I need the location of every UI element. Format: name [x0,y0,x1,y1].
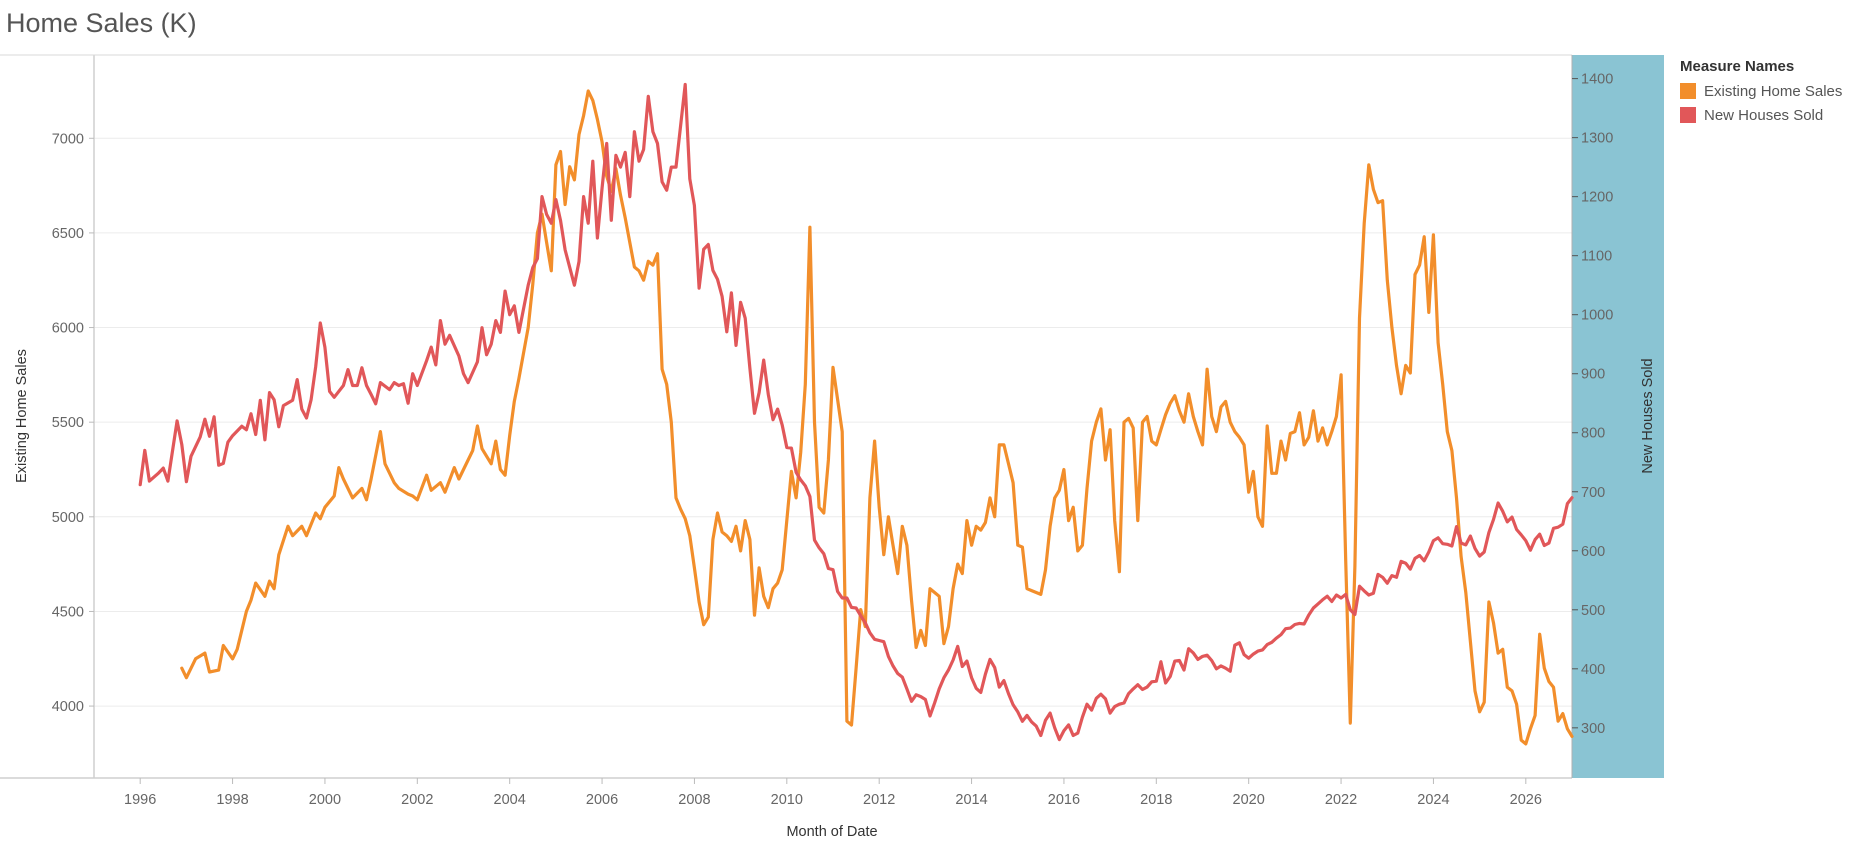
y-axis-left-ticks: 4000 4500 5000 5500 6000 6500 7000 [52,131,94,715]
y-right-tick-label: 1300 [1581,131,1613,147]
y-right-tick-label: 1000 [1581,308,1613,324]
x-tick-label: 2012 [863,792,895,808]
chart-title: Home Sales (K) [6,8,197,38]
legend-item-existing-home-sales[interactable]: Existing Home Sales [1680,79,1842,103]
legend-label: New Houses Sold [1704,106,1824,124]
x-tick-label: 2022 [1325,792,1357,808]
y-left-tick-label: 5000 [52,510,84,526]
series-lines [138,82,1574,746]
legend-label: Existing Home Sales [1704,82,1843,100]
x-tick-label: 1996 [124,792,156,808]
x-tick-label: 2026 [1510,792,1542,808]
y-right-tick-label: 800 [1581,426,1605,442]
x-tick-label: 2004 [494,792,526,808]
x-tick-label: 2016 [1048,792,1080,808]
right-axis-band [1572,55,1664,778]
y-left-tick-label: 4000 [52,699,84,715]
y-axis-right-ticks: 300 400 500 600 700 800 900 1000 1100 1200 1300 140… [1572,72,1613,737]
y-left-tick-label: 6500 [52,226,84,242]
y-right-tick-label: 300 [1581,721,1605,737]
series-line-existing-home-sales [180,89,1574,746]
legend-item-new-houses-sold[interactable]: New Houses Sold [1680,103,1842,127]
y-left-tick-label: 5500 [52,415,84,431]
y-right-tick-label: 700 [1581,485,1605,501]
y-right-tick-label: 1100 [1581,249,1612,265]
y-right-tick-label: 1400 [1581,72,1613,88]
x-tick-label: 2024 [1417,792,1449,808]
y-right-tick-label: 600 [1581,544,1605,560]
x-tick-label: 2014 [955,792,987,808]
legend-swatch [1680,83,1696,99]
x-tick-label: 2002 [401,792,433,808]
x-tick-label: 2010 [771,792,803,808]
y-right-tick-label: 500 [1581,603,1605,619]
y-right-tick-label: 1200 [1581,190,1613,206]
legend: Measure Names Existing Home Sales New Ho… [1680,58,1842,127]
legend-swatch [1680,107,1696,123]
y-right-tick-label: 400 [1581,662,1605,678]
legend-title: Measure Names [1680,58,1795,75]
x-axis-ticks: 1996 1998 2000 2002 2004 2006 2008 2010 2012 2014… [124,778,1542,808]
x-tick-label: 1998 [216,792,248,808]
x-axis-label: Month of Date [786,824,877,840]
y-left-tick-label: 6000 [52,321,84,337]
y-left-tick-label: 4500 [52,604,84,620]
x-tick-label: 2008 [678,792,710,808]
series-line-new-houses-sold [138,82,1574,742]
x-tick-label: 2018 [1140,792,1172,808]
x-tick-label: 2000 [309,792,341,808]
y-left-tick-label: 7000 [52,131,84,147]
gridlines [94,137,1572,707]
x-tick-label: 2006 [586,792,618,808]
y-right-tick-label: 900 [1581,367,1605,383]
y-axis-left-label: Existing Home Sales [14,349,30,483]
x-tick-label: 2020 [1233,792,1265,808]
y-axis-right-label: New Houses Sold [1640,358,1656,473]
